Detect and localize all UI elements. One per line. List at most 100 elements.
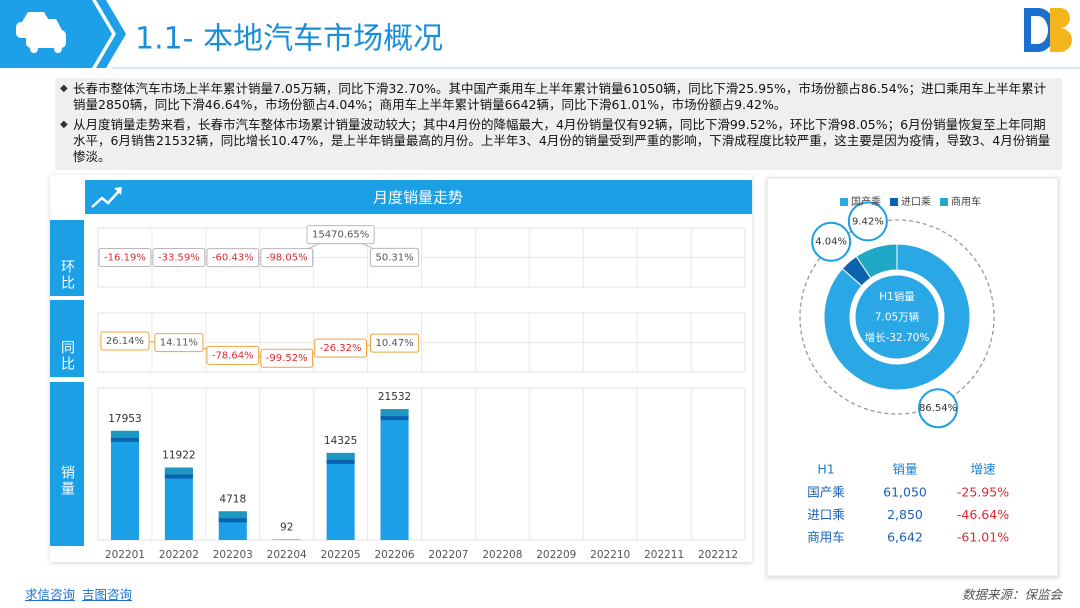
table-cell: -25.95% [957, 485, 1009, 500]
pie-slice [823, 243, 971, 391]
x-tick-label: 202201 [105, 549, 145, 561]
bar-cap [164, 467, 193, 475]
dashed-ring [799, 219, 995, 415]
bar-cap [218, 511, 247, 519]
data-label: -99.52% [266, 353, 308, 364]
x-tick-label: 202212 [698, 549, 738, 561]
data-label: 26.14% [106, 336, 144, 347]
panel-title-bar [85, 180, 752, 214]
data-label: 14325 [324, 435, 357, 447]
legend-label: 进口乘 [901, 196, 931, 208]
x-tick-label: 202202 [159, 549, 199, 561]
panel-title: 月度销量走势 [373, 189, 463, 207]
data-label: 9.42% [852, 216, 884, 227]
summary: 长春市整体汽车市场上半年累计销量7.05万辆，同比下滑32.70%。其中国产乘用… [55, 78, 1062, 170]
callout-ring [811, 221, 852, 262]
row-label: 同比 [50, 300, 84, 377]
bar-stripe [164, 474, 193, 479]
point-box [98, 248, 152, 268]
car-icon [16, 12, 66, 53]
bar-stripe [380, 416, 409, 421]
bar [110, 430, 139, 540]
pie-center [852, 272, 942, 362]
x-tick-label: 202211 [644, 549, 684, 561]
data-label: 14.11% [160, 338, 198, 349]
data-label: -16.19% [104, 253, 146, 264]
table-header: 销量 [892, 462, 917, 477]
data-label: 21532 [378, 391, 411, 403]
bar-cap [110, 430, 139, 438]
trend-icon-arrow [114, 187, 122, 195]
point-box [206, 345, 260, 365]
x-tick-label: 202207 [428, 549, 468, 561]
point-box [306, 225, 375, 245]
legend-label: 国产乘 [851, 195, 881, 208]
x-tick-label: 202204 [267, 549, 307, 561]
point-box [100, 331, 150, 351]
callout-ring [918, 388, 959, 429]
x-tick-label: 202205 [321, 549, 361, 561]
x-tick-label: 202208 [482, 549, 522, 561]
data-label: 4.04% [815, 237, 847, 248]
table-header: 增速 [970, 462, 996, 477]
row-label: 环比 [50, 220, 84, 296]
data-label: 11922 [162, 450, 195, 462]
bar-cap [380, 409, 409, 417]
legend-swatch [940, 198, 948, 206]
bar [380, 409, 409, 540]
bar [326, 452, 355, 540]
center-text: 增长-32.70% [865, 331, 930, 344]
table-cell: 2,850 [887, 507, 923, 522]
bar-stripe [326, 459, 355, 464]
point-box [206, 248, 260, 268]
table-header: H1 [817, 462, 834, 477]
callout-ring [847, 201, 888, 242]
data-label: 92 [280, 521, 293, 533]
bar [164, 467, 193, 540]
logo [1024, 8, 1072, 52]
table-cell: 商用车 [807, 530, 845, 545]
data-label: 15470.65% [312, 230, 369, 241]
row-label: 销量 [50, 382, 84, 546]
x-tick-label: 202209 [536, 549, 576, 561]
x-tick-label: 202206 [374, 549, 414, 561]
table-cell: -61.01% [957, 530, 1009, 545]
point-box [314, 338, 367, 358]
table-cell: -46.64% [957, 507, 1009, 522]
data-label: 50.31% [375, 252, 413, 263]
data-label: 17953 [108, 413, 141, 425]
data-label: -60.43% [212, 253, 254, 264]
center-text: H1销量 [879, 290, 915, 303]
data-label: 4718 [219, 493, 246, 505]
bullet: 从月度销量走势来看，长春市汽车整体市场累计销量波动较大；其中4月份的降幅最大，4… [60, 117, 1052, 165]
point-box [260, 248, 314, 268]
trend-icon [91, 189, 121, 208]
bullet: 长春市整体汽车市场上半年累计销量7.05万辆，同比下滑32.70%。其中国产乘用… [60, 81, 1052, 113]
point-box [154, 333, 204, 353]
data-label: -78.64% [212, 350, 254, 361]
x-tick-label: 202203 [213, 549, 253, 561]
header-chevron [96, 0, 126, 68]
table-cell: 6,642 [887, 530, 923, 545]
table-cell: 61,050 [883, 485, 927, 500]
bar [272, 539, 301, 540]
page-title: 1.1- 本地汽车市场概况 [135, 22, 443, 57]
footer-link[interactable]: 求信咨询 [25, 587, 76, 602]
x-tick-label: 202210 [590, 549, 630, 561]
bar-stripe [110, 437, 139, 442]
point-box [369, 247, 420, 267]
legend-swatch [840, 198, 848, 206]
data-label: -98.05% [266, 253, 308, 264]
point-box [152, 248, 206, 268]
data-label: 86.54% [919, 403, 957, 414]
data-source: 数据来源：保监会 [961, 587, 1062, 602]
data-label: -33.59% [158, 253, 200, 264]
bar-cap [326, 452, 355, 460]
point-box [369, 333, 420, 353]
data-label: -26.32% [320, 343, 362, 354]
footer-link[interactable]: 吉图咨询 [82, 587, 133, 602]
center-text: 7.05万辆 [875, 311, 919, 324]
legend-swatch [890, 198, 898, 206]
